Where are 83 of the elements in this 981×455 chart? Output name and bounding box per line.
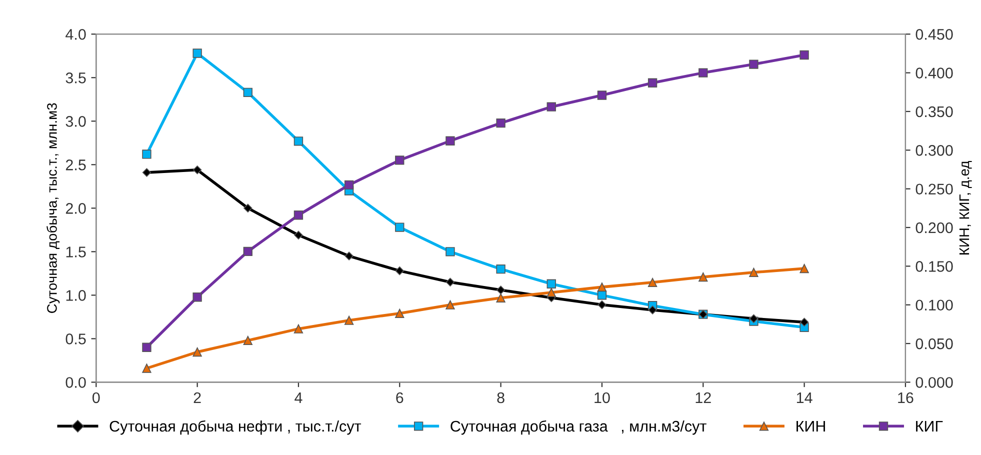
point [648,306,657,314]
point [597,90,607,100]
y2-axis-title: КИН, КИГ, д.ед [959,160,972,254]
y2-tick-label: 0.300 [916,145,953,156]
point [243,88,252,98]
x-tick-label: 8 [497,392,504,404]
point [446,247,455,256]
point [142,364,152,373]
point [749,314,758,324]
point [598,300,606,310]
point [546,288,556,298]
y-axis-title: Суточная добыча, тыс.т., млн.м3 [46,103,60,313]
y-tick-label: 0.5 [66,334,86,344]
y-tick-label: 3.5 [66,72,86,84]
point [446,300,455,310]
point [344,316,354,325]
point [192,347,202,357]
y-tick-label: 4.0 [66,28,86,40]
point [597,282,607,292]
y2-tick-label: 0.050 [916,338,953,350]
point [243,336,252,346]
point [344,180,354,190]
point [142,168,152,177]
point [496,264,506,274]
point [749,268,758,277]
y-tick-label: 0.0 [66,377,86,388]
point [446,278,455,286]
point [648,278,658,288]
y2-tick-label: 0.000 [916,377,953,388]
point [800,264,809,274]
legend-label: КИГ [916,421,943,432]
y2-tick-label: 0.250 [916,184,953,195]
point [192,292,202,302]
point [294,324,304,334]
x-tick-label: 2 [194,392,201,403]
point [294,136,304,146]
x-tick-label: 0 [92,392,100,404]
point [496,118,506,128]
y-tick-label: 1.5 [66,246,86,258]
y2-tick-label: 0.450 [916,28,953,40]
x-tick-label: 14 [796,392,812,403]
x-tick-label: 16 [898,392,914,404]
point [192,166,202,174]
point [294,210,304,220]
point [546,102,556,112]
y2-tick-label: 0.200 [916,222,953,234]
point [496,286,506,294]
point [446,136,455,146]
legend-label: КИН [796,421,825,432]
x-tick-label: 4 [294,392,302,403]
point [395,308,404,318]
point [395,266,404,276]
point [648,78,658,88]
point [395,156,404,165]
point [244,204,252,213]
legend-label: Суточная добыча газа , млн.м3/сут [450,420,706,435]
y2-tick-label: 0.350 [916,106,953,118]
point [294,230,303,240]
x-tick-label: 12 [696,392,711,403]
point [192,48,202,58]
x-tick-label: 6 [396,392,404,404]
point [698,68,708,78]
y-tick-label: 3.0 [66,116,86,127]
y-tick-label: 2.0 [66,203,86,214]
point [142,150,152,159]
legend-label: Суточная добыча нефти , тыс.т./сут [110,420,362,435]
x-tick-label: 10 [594,392,610,404]
y-tick-label: 1.0 [66,290,86,301]
y2-tick-label: 0.100 [916,300,953,311]
point [698,272,708,282]
point [344,252,354,260]
point [243,246,252,256]
y-tick-label: 2.5 [66,160,86,170]
point [597,290,607,300]
point [546,279,556,288]
point [496,293,506,302]
y2-tick-label: 0.150 [916,261,953,272]
point [800,318,809,327]
point [800,50,809,60]
point [749,60,758,69]
point [395,222,404,232]
y2-tick-label: 0.400 [916,68,953,78]
point [142,342,152,352]
